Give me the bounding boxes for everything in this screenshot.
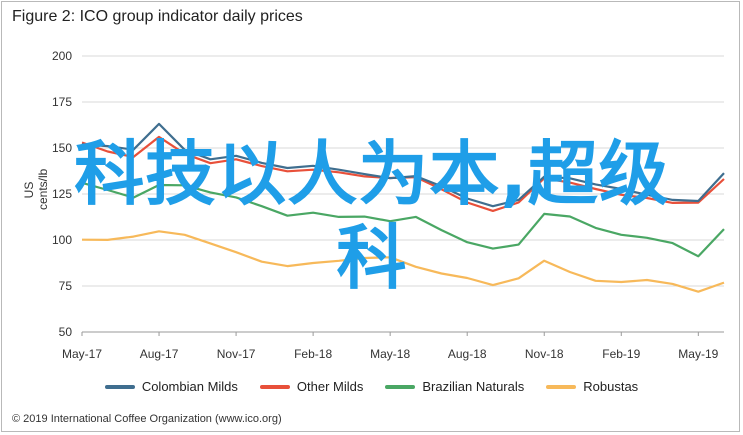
x-tick-label: May-18 [370,347,410,361]
series-line-robustas [81,230,725,293]
y-tick-label: 125 [52,187,72,201]
line-chart: 50 75 100 125 150 175 200 May-17 Aug-17 Nov-17 Feb… [52,49,725,361]
legend-item: Robustas [546,379,638,394]
chart-legend: Colombian Milds Other Milds Brazilian Natu… [0,379,743,394]
x-tick-label: May-17 [62,347,102,361]
y-tick-label: 50 [59,325,73,339]
legend-item: Brazilian Naturals [385,379,524,394]
legend-label: Colombian Milds [141,379,238,394]
copyright-footer: © 2019 International Coffee Organization… [12,413,282,425]
y-tick-label: 200 [52,49,72,63]
legend-swatch [104,384,135,389]
x-tick-label: Nov-17 [217,347,256,361]
legend-label: Other Milds [296,379,364,394]
x-tick-label: Feb-18 [294,347,332,361]
chart-title: Figure 2: ICO group indicator daily pric… [12,8,303,25]
x-tick-label: Aug-17 [140,347,179,361]
series-line-brazilian-naturals [81,181,725,258]
y-tick-label: 150 [52,141,72,155]
x-tick-label: Nov-18 [525,347,564,361]
legend-swatch [546,384,577,389]
y-tick-label: 175 [52,95,72,109]
series-line-colombian-milds [81,122,725,208]
x-tick-label: Aug-18 [448,347,487,361]
x-tick-label: May-19 [678,347,718,361]
legend-swatch [259,384,290,389]
legend-item: Other Milds [259,379,364,394]
legend-swatch [385,384,416,389]
y-tick-label: 100 [52,233,72,247]
legend-label: Brazilian Naturals [422,379,525,394]
legend-item: Colombian Milds [104,379,238,394]
y-tick-label: 75 [59,279,73,293]
legend-label: Robustas [583,379,639,394]
x-tick-label: Feb-19 [602,347,640,361]
